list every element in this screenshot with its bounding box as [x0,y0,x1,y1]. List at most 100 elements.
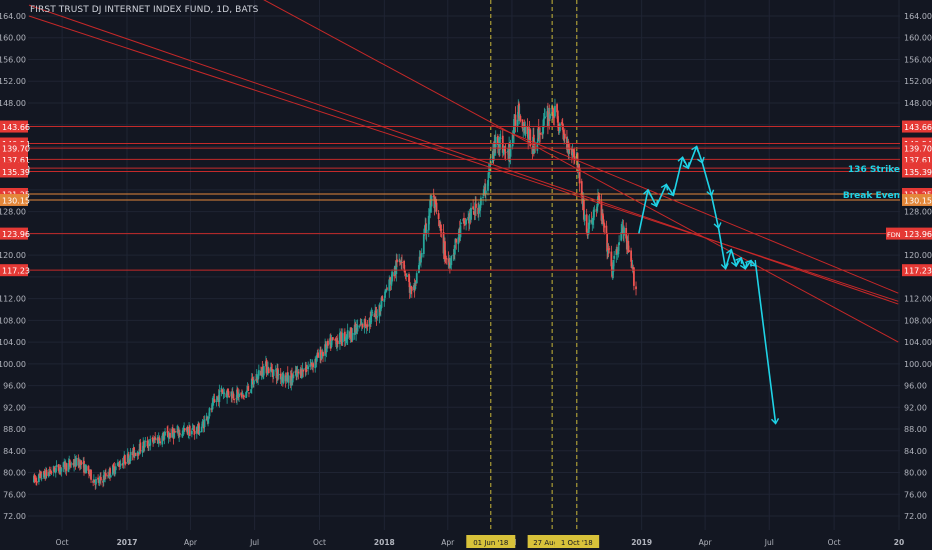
candle-body [109,475,112,478]
candle-body [98,479,101,483]
candle-body [434,199,437,205]
y-tick-label-left: 84.00 [3,447,26,456]
trend-line [28,15,899,302]
candle-body [292,374,295,379]
candle-body [536,141,539,151]
candle-body [418,256,421,266]
candle-body [438,220,441,227]
candle-body [88,469,90,475]
candle-body [314,359,317,369]
candle-body [484,190,487,194]
candle-body [270,368,273,370]
candle-body [410,287,413,291]
candle-body [465,219,468,225]
candle-body [190,430,193,435]
candle-body [33,474,36,480]
candle-body [403,260,405,269]
candle-body [343,331,346,342]
candle-body [470,207,472,220]
candle-body [606,233,609,252]
candle-body [123,455,126,464]
candle-body [236,389,238,401]
candle-body [68,460,71,466]
candle-body [200,426,203,433]
candle-body [159,441,162,444]
candle-body [400,260,403,263]
level-badge-right-label: 137.61 [904,156,932,165]
candle-body [379,306,382,312]
candle-body [285,376,288,382]
candle-body [35,481,38,484]
candle-body [542,125,544,135]
candle-body [568,148,571,150]
candle-body [218,390,221,402]
candle-body [207,416,210,420]
candle-body [341,341,343,344]
y-tick-label: 108.00 [904,316,932,325]
candle-body [492,150,494,163]
candle-body [384,291,386,298]
candle-body [549,113,551,119]
candle-body [65,463,68,471]
candle-body [497,143,500,147]
candle-body [250,389,252,393]
candle-body [118,463,121,467]
candle-body [450,256,453,266]
candle-body [119,463,122,466]
candle-body [119,465,121,467]
level-badge-right [902,264,932,277]
candle-body [429,200,432,213]
projection-arrowhead [713,222,722,230]
candle-body [605,225,608,234]
level-badge-left [0,165,28,178]
candle-body [40,478,43,480]
candle-body [171,427,174,434]
candle-body [212,400,214,404]
candle-body [271,369,274,373]
candle-body [621,227,623,234]
x-tick-label: Oct [313,538,326,547]
candle-body [53,467,56,471]
candle-body [38,473,41,476]
candle-body [578,168,581,184]
candle-body [152,438,154,443]
candle-body [241,392,244,395]
level-badge-right-label: 117.23 [904,267,932,276]
y-tick-label: 100.00 [904,360,932,369]
annotation-text: 136 Strike [848,165,900,175]
candle-body [350,327,353,340]
candle-body [360,322,363,325]
x-tick-label: Jul [249,538,259,547]
candle-body [251,377,254,381]
candle-body [50,472,53,474]
level-badge-right [902,193,932,206]
candle-body [147,443,150,447]
candle-body [628,250,630,252]
candle-body [296,372,298,376]
candle-body [174,431,176,433]
candle-body [583,214,586,221]
x-tick-label: 2018 [374,538,395,547]
candle-body [312,363,315,368]
level-badge-right [902,142,932,155]
level-badge-right-label: 123.96 [904,230,932,239]
projection [638,145,780,425]
candle-body [434,201,436,208]
candle-body [161,435,164,445]
candle-body [238,393,240,398]
y-tick-label-left: 92.00 [3,403,26,412]
candle-body [116,462,119,466]
date-marker-label: 01 Jun '18 [473,539,508,547]
candle-body [107,475,109,477]
candle-body [617,246,620,255]
candle-body [568,149,570,155]
candle-body [233,399,236,400]
candle-body [440,229,443,231]
candle-body [93,479,96,482]
y-tick-label-left: 160.00 [0,34,26,43]
candle-body [169,432,171,438]
candle-body [437,213,440,219]
candle-body [422,234,425,255]
candle-body [516,119,519,126]
